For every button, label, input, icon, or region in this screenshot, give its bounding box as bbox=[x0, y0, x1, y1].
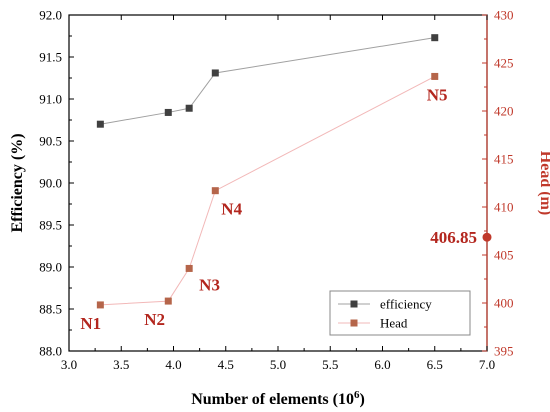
legend-label-efficiency: efficiency bbox=[380, 297, 432, 312]
data-point-efficiency bbox=[185, 104, 193, 112]
data-point-efficiency bbox=[431, 34, 439, 42]
x-axis: 3.0 3.5 4.0 4.5 5.0 5.5 6.0 6.5 7.0 bbox=[61, 15, 495, 372]
point-label-n4: N4 bbox=[221, 200, 242, 219]
x-tick-label: 5.5 bbox=[322, 357, 338, 372]
data-point-efficiency bbox=[211, 69, 219, 77]
legend-box bbox=[329, 290, 471, 336]
x-tick-label: 7.0 bbox=[479, 357, 495, 372]
y-right-tick-label: 395 bbox=[494, 344, 514, 359]
x-tick-label: 3.5 bbox=[113, 357, 129, 372]
y-right-tick-label: 430 bbox=[494, 8, 514, 23]
y-right-tick-label: 420 bbox=[494, 104, 514, 119]
point-label-n3: N3 bbox=[199, 275, 220, 294]
annotation-label: 406.85 bbox=[430, 228, 477, 247]
point-label-n5: N5 bbox=[427, 85, 448, 104]
y-left-tick-label: 89.5 bbox=[39, 218, 62, 233]
x-tick-label: 6.0 bbox=[374, 357, 390, 372]
point-label-n1: N1 bbox=[80, 314, 101, 333]
y-left-tick-label: 88.5 bbox=[39, 302, 62, 317]
y-right-tick-label: 405 bbox=[494, 248, 514, 263]
data-point-head bbox=[211, 187, 219, 195]
series-layer bbox=[96, 34, 439, 309]
legend-marker-head bbox=[350, 319, 358, 327]
y-right-tick-label: 415 bbox=[494, 152, 514, 167]
y-axis-left-title: Efficiency (%) bbox=[9, 133, 26, 232]
data-point-efficiency bbox=[96, 120, 104, 128]
y-left-tick-label: 90.0 bbox=[39, 176, 62, 191]
legend-label-head: Head bbox=[380, 316, 408, 331]
y-left-tick-label: 89.0 bbox=[39, 260, 62, 275]
data-point-head bbox=[431, 72, 439, 80]
x-axis-title: Number of elements (106) bbox=[191, 389, 365, 408]
x-tick-label: 5.0 bbox=[270, 357, 286, 372]
y-left-tick-label: 92.0 bbox=[39, 8, 62, 23]
y-left-tick-label: 91.5 bbox=[39, 50, 62, 65]
y-left-tick-label: 88.0 bbox=[39, 344, 62, 359]
y-right-tick-label: 410 bbox=[494, 200, 514, 215]
x-tick-label: 6.5 bbox=[427, 357, 443, 372]
y-axis-right-title: Head (m) bbox=[537, 151, 550, 215]
x-tick-label: 4.5 bbox=[218, 357, 234, 372]
data-point-head bbox=[96, 301, 104, 309]
y-left-tick-label: 91.0 bbox=[39, 92, 62, 107]
annotation: 406.85 bbox=[430, 228, 492, 247]
point-label-n2: N2 bbox=[144, 310, 165, 329]
y-right-tick-label: 400 bbox=[494, 296, 514, 311]
legend-marker-efficiency bbox=[350, 300, 358, 308]
y-axis-left: 88.0 88.5 89.0 89.5 90.0 90.5 91.0 91.5 92.0 bbox=[39, 8, 74, 359]
x-tick-label: 3.0 bbox=[61, 357, 77, 372]
point-labels: N1 N2 N3 N4 N5 bbox=[80, 85, 447, 332]
y-left-tick-label: 90.5 bbox=[39, 134, 62, 149]
data-point-head bbox=[164, 297, 172, 305]
y-right-tick-label: 425 bbox=[494, 56, 514, 71]
x-tick-label: 4.0 bbox=[165, 357, 181, 372]
data-point-head bbox=[185, 264, 193, 272]
data-point-efficiency bbox=[164, 108, 172, 116]
series-line-efficiency bbox=[100, 37, 435, 125]
y-axis-right: 395 400 405 410 415 420 425 430 bbox=[482, 8, 514, 359]
series-line-head bbox=[100, 75, 435, 306]
annotation-marker bbox=[482, 232, 492, 242]
legend: efficiency Head bbox=[329, 290, 471, 336]
